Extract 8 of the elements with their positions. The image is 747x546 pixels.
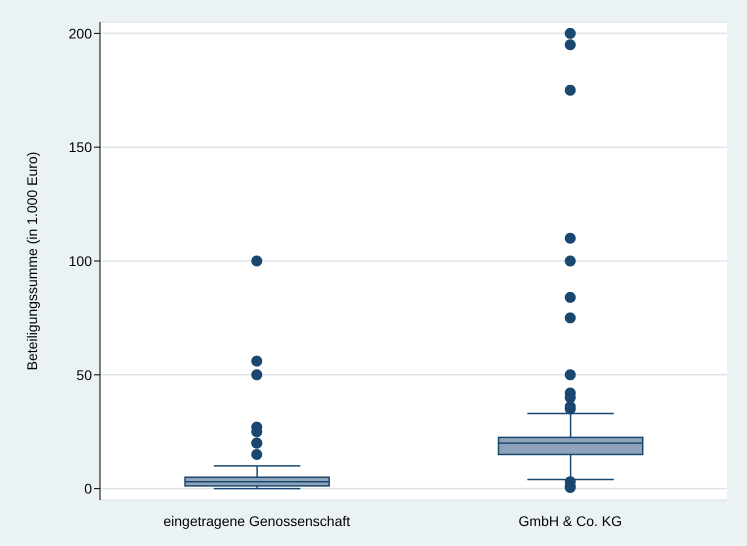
y-tick-label: 200 <box>68 25 92 42</box>
y-axis-title: Beteiligungssumme (in 1.000 Euro) <box>24 152 40 370</box>
x-tick-label: eingetragene Genossenschaft <box>163 512 350 529</box>
x-tick-label: GmbH & Co. KG <box>518 512 622 529</box>
y-tick-label: 0 <box>84 480 92 497</box>
y-tick-label: 100 <box>68 252 92 269</box>
y-tick-label: 50 <box>76 366 92 383</box>
y-tick-label: 150 <box>68 139 92 156</box>
